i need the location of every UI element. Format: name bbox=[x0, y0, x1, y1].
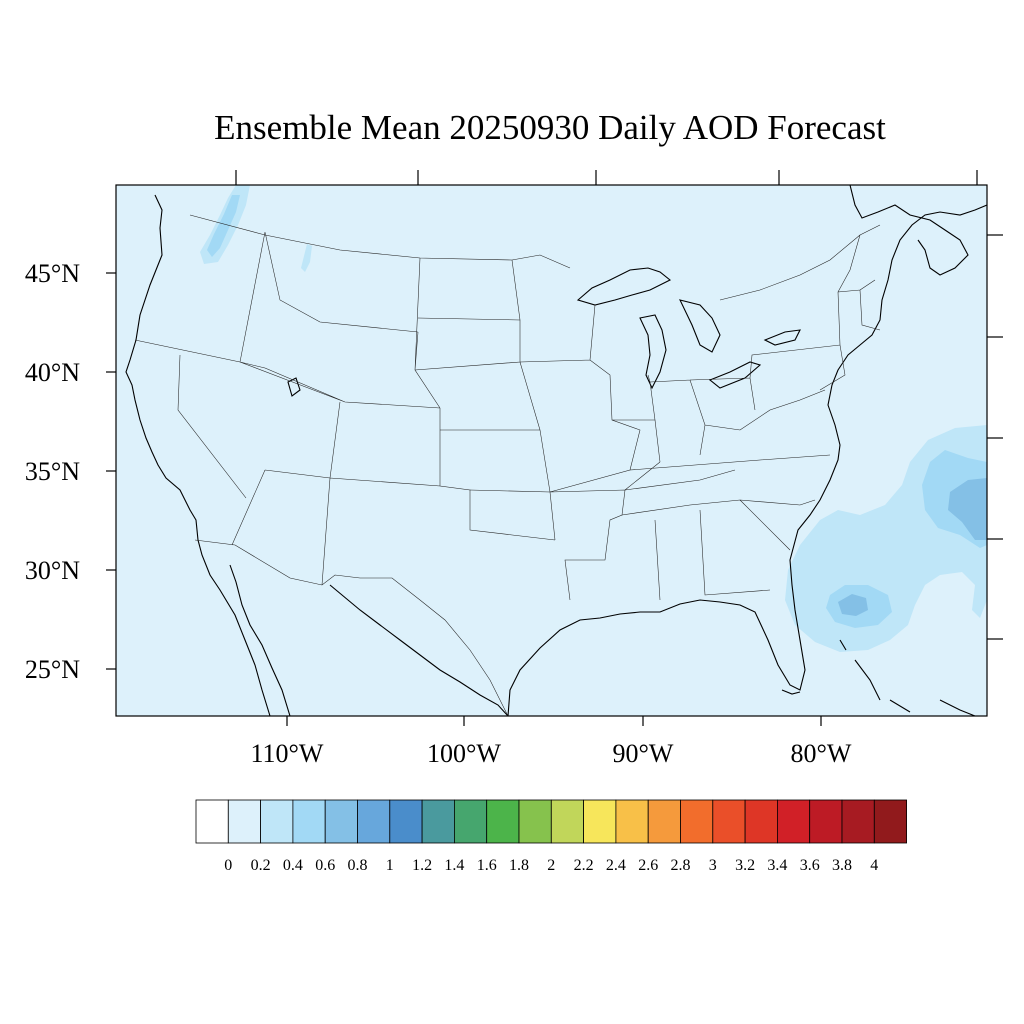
state-boundaries bbox=[134, 214, 881, 716]
state-lines-east bbox=[621, 234, 881, 601]
lat-label-35: 35°N bbox=[25, 457, 80, 486]
aod-colorbar-labels: 0 0.2 0.4 0.6 0.8 1 1.2 1.4 1.6 1.8 2 2.2 2.4 2.6 2.8 3… bbox=[224, 857, 878, 874]
aod-colorbar bbox=[195, 799, 907, 844]
colorbar-box-4 bbox=[324, 799, 358, 844]
colorbar-box-6 bbox=[389, 799, 423, 844]
colorbar-label-16: 3.2 bbox=[735, 857, 755, 874]
colorbar-label-18: 3.6 bbox=[800, 857, 820, 874]
baja-inner-coast bbox=[229, 564, 291, 716]
colorbar-box-12 bbox=[583, 799, 617, 844]
colorbar-label-9: 1.8 bbox=[509, 857, 529, 874]
west-coast-line bbox=[125, 194, 271, 716]
latitude-labels: 45°N 40°N 35°N 30°N 25°N bbox=[25, 259, 80, 684]
lat-label-40: 40°N bbox=[25, 358, 80, 387]
colorbar-box-5 bbox=[357, 799, 391, 844]
colorbar-box-1 bbox=[227, 799, 262, 844]
colorbar-label-20: 4 bbox=[870, 857, 878, 874]
great-lakes-michigan bbox=[639, 314, 667, 390]
lat-label-30: 30°N bbox=[25, 556, 80, 585]
colorbar-box-14 bbox=[647, 799, 681, 844]
colorbar-label-4: 0.8 bbox=[348, 857, 368, 874]
state-lines-central bbox=[414, 259, 656, 601]
colorbar-label-6: 1.2 bbox=[412, 857, 432, 874]
colorbar-label-11: 2.2 bbox=[574, 857, 594, 874]
colorbar-box-7 bbox=[421, 799, 455, 844]
great-salt-lake bbox=[287, 377, 301, 397]
colorbar-label-10: 2 bbox=[547, 857, 555, 874]
lat-label-45: 45°N bbox=[25, 259, 80, 288]
lon-label-100: 100°W bbox=[427, 739, 501, 768]
aod-plume-northwest-core bbox=[207, 195, 240, 257]
colorbar-box-16 bbox=[712, 799, 746, 844]
colorbar-box-21 bbox=[873, 799, 907, 844]
colorbar-label-15: 3 bbox=[709, 857, 717, 874]
colorbar-label-1: 0.2 bbox=[251, 857, 271, 874]
colorbar-label-3: 0.6 bbox=[315, 857, 335, 874]
aod-plume-atlantic-core-east bbox=[948, 478, 987, 540]
colorbar-box-3 bbox=[292, 799, 326, 844]
gulf-coast-line bbox=[329, 204, 987, 716]
longitude-labels: 110°W 100°W 90°W 80°W bbox=[251, 739, 852, 768]
colorbar-box-11 bbox=[550, 799, 584, 844]
colorbar-label-0: 0 bbox=[224, 857, 232, 874]
colorbar-label-14: 2.8 bbox=[671, 857, 691, 874]
map-frame bbox=[115, 184, 988, 717]
colorbar-label-19: 3.8 bbox=[832, 857, 852, 874]
great-lakes-huron bbox=[678, 299, 721, 353]
colorbar-label-12: 2.4 bbox=[606, 857, 626, 874]
colorbar-box-2 bbox=[260, 799, 294, 844]
colorbar-label-7: 1.4 bbox=[444, 857, 464, 874]
colorbar-box-18 bbox=[777, 799, 811, 844]
aod-plume-montana-spot bbox=[301, 244, 312, 272]
lon-label-110: 110°W bbox=[251, 739, 324, 768]
colorbar-box-0 bbox=[195, 799, 229, 844]
colorbar-label-2: 0.4 bbox=[283, 857, 303, 874]
florida-keys bbox=[781, 639, 976, 716]
mexico-border bbox=[194, 539, 509, 716]
east-canada-coast bbox=[849, 185, 969, 276]
great-lakes-superior bbox=[576, 267, 672, 306]
coastlines bbox=[125, 185, 987, 716]
great-lakes-ontario bbox=[763, 329, 801, 346]
axis-ticks bbox=[106, 170, 1003, 726]
great-lakes-erie bbox=[708, 361, 762, 389]
lat-label-25: 25°N bbox=[25, 655, 80, 684]
colorbar-box-15 bbox=[680, 799, 714, 844]
colorbar-label-13: 2.6 bbox=[638, 857, 658, 874]
colorbar-label-5: 1 bbox=[386, 857, 394, 874]
colorbar-label-17: 3.4 bbox=[767, 857, 787, 874]
colorbar-box-20 bbox=[841, 799, 875, 844]
map-title: Ensemble Mean 20250930 Daily AOD Forecas… bbox=[214, 108, 886, 147]
colorbar-box-17 bbox=[744, 799, 778, 844]
colorbar-box-8 bbox=[453, 799, 488, 844]
colorbar-label-8: 1.6 bbox=[477, 857, 497, 874]
aod-plume-atlantic-core-south bbox=[838, 594, 868, 616]
lon-label-80: 80°W bbox=[791, 739, 852, 768]
colorbar-box-13 bbox=[615, 799, 649, 844]
colorbar-box-19 bbox=[809, 799, 843, 844]
lon-label-90: 90°W bbox=[613, 739, 674, 768]
colorbar-box-10 bbox=[518, 799, 552, 844]
colorbar-box-9 bbox=[486, 799, 520, 844]
